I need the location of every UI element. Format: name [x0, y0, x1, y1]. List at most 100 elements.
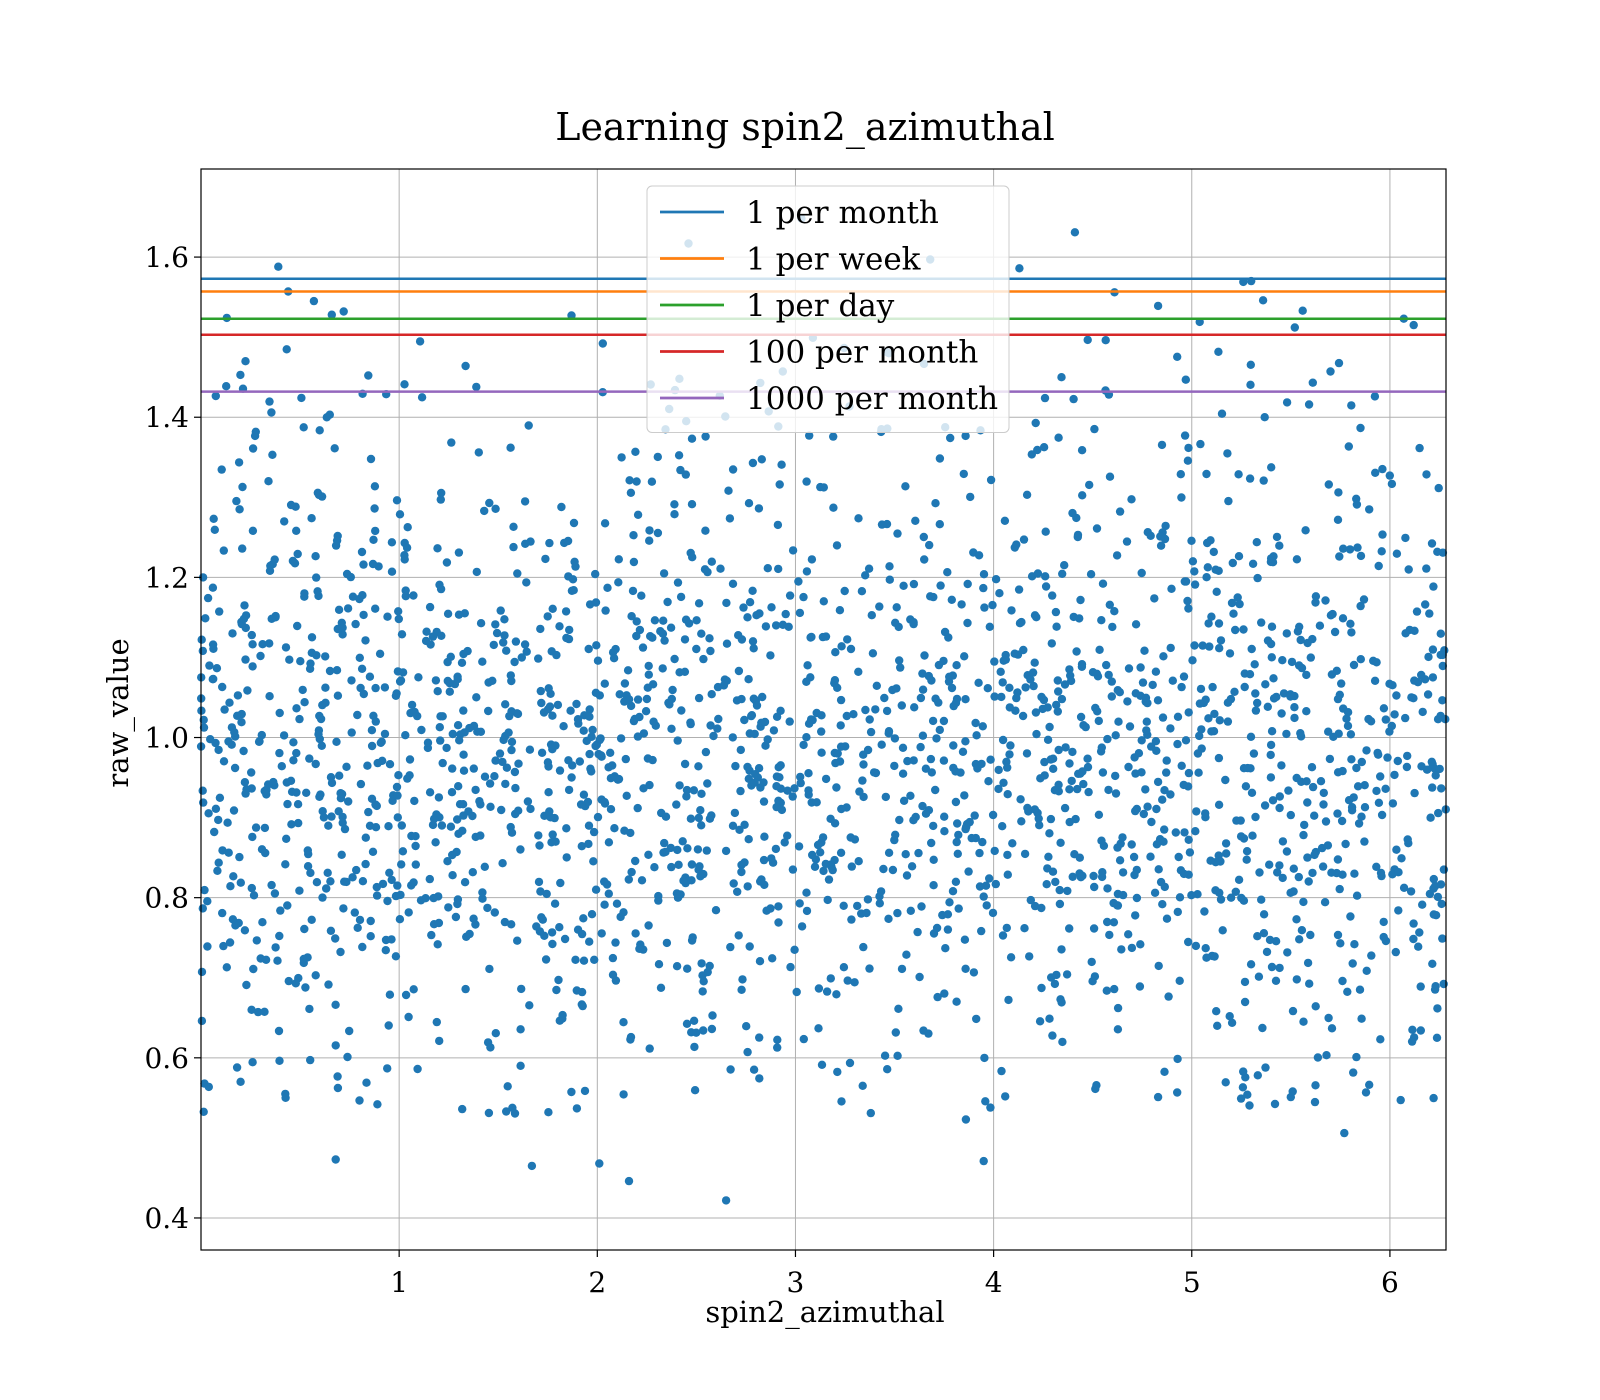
data-point	[372, 882, 381, 892]
data-point	[448, 729, 457, 739]
data-point	[498, 859, 507, 868]
data-point	[872, 681, 881, 690]
data-point	[776, 761, 785, 770]
data-point	[1310, 850, 1319, 860]
data-point	[1007, 606, 1016, 615]
data-point	[862, 908, 871, 918]
data-point	[1004, 995, 1013, 1005]
data-point	[543, 612, 552, 621]
data-point	[265, 397, 274, 406]
data-point	[564, 756, 573, 765]
data-point	[1277, 709, 1286, 718]
data-point	[1379, 917, 1388, 927]
data-point	[275, 1056, 284, 1066]
data-point	[1300, 820, 1309, 830]
data-point	[927, 838, 936, 848]
data-point	[480, 772, 490, 781]
data-point	[1243, 763, 1252, 773]
data-point	[293, 800, 303, 809]
data-point	[1222, 849, 1231, 858]
data-point	[1251, 812, 1260, 822]
data-point	[991, 575, 1001, 584]
data-point	[817, 727, 826, 736]
data-point	[1324, 1013, 1333, 1023]
data-point	[847, 915, 856, 924]
data-point	[687, 500, 697, 509]
data-point	[296, 657, 305, 666]
data-point	[1131, 911, 1140, 920]
data-point	[1401, 533, 1410, 543]
data-point	[734, 931, 743, 940]
data-point	[1426, 813, 1435, 822]
data-point	[891, 830, 900, 839]
data-point	[747, 711, 757, 720]
data-point	[1054, 745, 1063, 755]
data-point	[303, 862, 313, 871]
data-point	[509, 542, 518, 552]
data-point	[238, 544, 247, 553]
data-point	[728, 465, 738, 474]
data-point	[994, 784, 1003, 794]
data-point	[724, 486, 733, 495]
data-point	[1034, 814, 1043, 823]
data-point	[1303, 798, 1312, 807]
data-point	[431, 676, 441, 685]
data-point	[579, 726, 588, 735]
data-point	[471, 785, 480, 795]
data-point	[387, 875, 396, 885]
data-point	[1263, 702, 1273, 711]
data-point	[1103, 734, 1112, 744]
data-point	[237, 718, 246, 727]
data-point	[1184, 937, 1193, 947]
data-point	[1308, 868, 1317, 878]
data-point	[1271, 976, 1281, 985]
data-point	[692, 644, 701, 654]
data-point	[1173, 352, 1182, 361]
data-point	[796, 778, 805, 788]
data-point	[744, 774, 753, 783]
data-point	[726, 1065, 735, 1074]
data-point	[248, 640, 257, 649]
data-point	[322, 884, 331, 893]
data-point	[1356, 601, 1365, 611]
data-point	[939, 716, 949, 726]
data-point	[242, 980, 251, 990]
data-point	[435, 1036, 444, 1046]
data-point	[1041, 572, 1050, 581]
data-point	[212, 664, 222, 673]
data-point	[1415, 928, 1424, 937]
data-point	[686, 718, 695, 727]
data-point	[1434, 483, 1443, 493]
data-point	[1105, 600, 1115, 609]
data-point	[1342, 714, 1351, 723]
data-point	[1089, 871, 1098, 881]
data-point	[728, 821, 738, 830]
data-point	[324, 821, 333, 830]
data-point	[586, 764, 595, 773]
data-point	[1394, 868, 1403, 877]
data-point	[716, 564, 725, 573]
data-point	[645, 536, 654, 545]
data-point	[1385, 471, 1395, 480]
data-point	[490, 908, 499, 917]
data-point	[511, 637, 521, 646]
data-point	[1367, 951, 1376, 960]
data-point	[1337, 679, 1346, 688]
data-point	[997, 692, 1006, 702]
data-point	[1164, 992, 1173, 1001]
data-point	[961, 824, 970, 834]
data-point	[375, 649, 385, 658]
data-point	[311, 971, 320, 980]
data-point	[823, 895, 832, 905]
data-point	[943, 925, 953, 934]
data-point	[524, 421, 533, 430]
data-point	[918, 731, 928, 740]
data-point	[1131, 689, 1141, 698]
data-point	[901, 482, 910, 491]
data-point	[1227, 598, 1237, 608]
data-point	[1060, 803, 1070, 813]
data-point	[1269, 674, 1278, 683]
data-point	[953, 849, 962, 858]
data-point	[553, 700, 563, 710]
data-point	[1364, 714, 1373, 724]
